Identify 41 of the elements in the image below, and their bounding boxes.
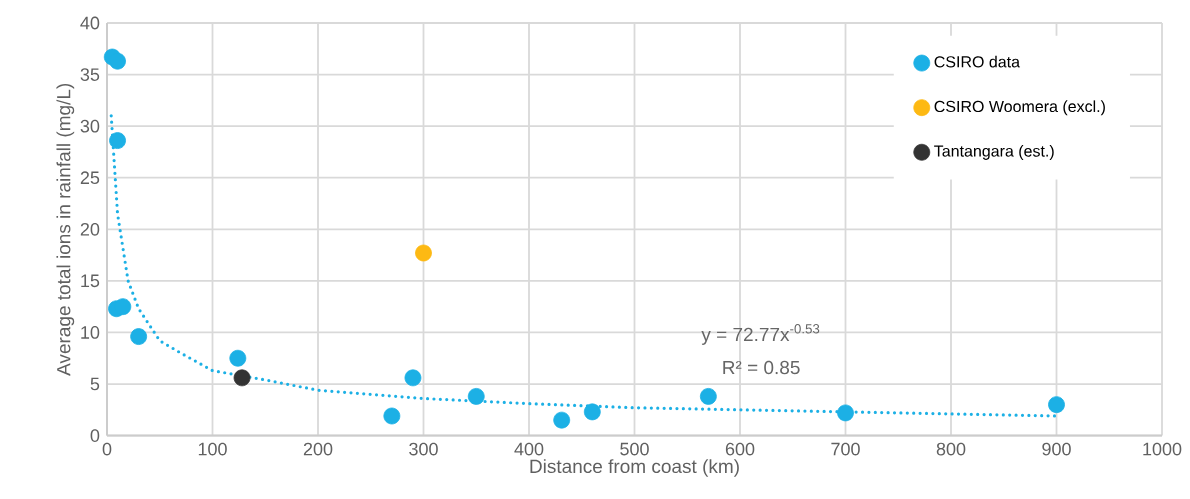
- y-axis-title: Average total ions in rainfall (mg/L): [56, 83, 75, 376]
- y-tick-label: 5: [90, 377, 100, 391]
- y-tick-label: 20: [80, 222, 100, 236]
- y-tick-label: 40: [80, 16, 100, 30]
- x-tick-label: 700: [831, 442, 860, 456]
- x-tick-label: 100: [198, 442, 227, 456]
- x-tick-label: 500: [620, 442, 649, 456]
- legend-label: Tantangara (est.): [934, 144, 1054, 160]
- x-tick-label: 400: [514, 442, 544, 456]
- point: [383, 407, 401, 425]
- annotation: y = 72.77x$^{-0.53}$: [701, 324, 820, 345]
- x-tick-label: 1000: [1143, 442, 1182, 456]
- annotation: R² = 0.85: [723, 360, 800, 375]
- legend-label: CSIRO Woomera (excl.): [934, 100, 1105, 116]
- point: [130, 328, 148, 345]
- y-tick-label: 35: [80, 68, 100, 81]
- point: [553, 411, 571, 429]
- point: [1048, 396, 1065, 414]
- x-axis-title: Distance from coast (km): [530, 459, 739, 477]
- x-tick-label: 800: [936, 442, 966, 456]
- x-tick-label: 0: [102, 442, 112, 456]
- y-tick-label: 10: [81, 326, 100, 339]
- point: [404, 369, 422, 387]
- point: [233, 369, 251, 387]
- y-tick-label: 15: [81, 274, 100, 288]
- x-tick-label: 900: [1042, 442, 1071, 456]
- legend-label: CSIRO data: [934, 55, 1021, 68]
- x-tick-label: 200: [303, 442, 333, 456]
- point: [109, 132, 126, 149]
- point: [583, 403, 601, 421]
- y-tick-label: 0: [90, 429, 100, 442]
- y-tick-label: 30: [80, 119, 100, 133]
- point: [837, 404, 854, 422]
- point: [229, 349, 247, 367]
- x-tick-label: 300: [409, 442, 438, 456]
- y-tick-label: 25: [80, 171, 100, 185]
- point: [109, 52, 126, 70]
- point: [415, 244, 432, 262]
- point: [699, 388, 717, 405]
- point: [467, 388, 485, 405]
- x-tick-label: 600: [725, 442, 755, 456]
